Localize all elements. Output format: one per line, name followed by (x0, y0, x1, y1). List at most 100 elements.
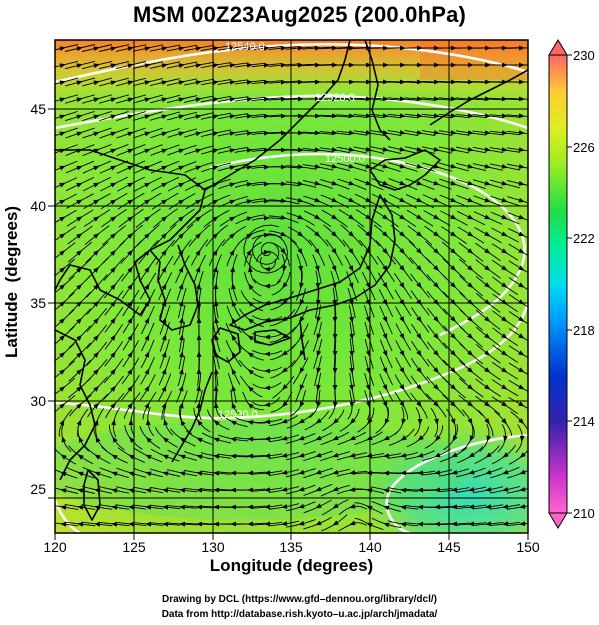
streamline-arrow (366, 435, 373, 441)
streamline-arrow (263, 130, 270, 136)
streamline-arrow (349, 452, 356, 458)
streamline-arrow (314, 248, 320, 255)
streamline-arrow (365, 384, 371, 391)
streamline-arrow (417, 521, 424, 527)
streamline-arrow (399, 62, 406, 68)
streamline-arrow (416, 248, 423, 255)
streamline-arrow (127, 63, 134, 69)
streamline-arrow (332, 486, 339, 492)
cool-region (360, 425, 528, 533)
streamline-arrow (433, 248, 440, 255)
streamline-arrow (144, 148, 151, 154)
streamline-arrow (316, 316, 321, 323)
streamline-arrow (519, 469, 526, 475)
streamline-arrow (399, 367, 405, 374)
streamline-arrow (416, 163, 423, 169)
streamline-arrow (263, 96, 270, 102)
streamline-arrow (263, 164, 270, 170)
streamline-arrow (484, 418, 490, 425)
streamline-arrow (144, 351, 150, 358)
coast-taiwan (83, 469, 101, 521)
streamline-arrow (519, 452, 526, 458)
streamline-arrow (433, 214, 440, 220)
streamline-arrow (331, 248, 337, 255)
streamline-arrow (77, 521, 84, 527)
streamline-arrow (365, 62, 372, 68)
streamline-arrow (144, 114, 151, 120)
streamline-arrow (212, 199, 219, 205)
streamline-arrow (349, 470, 356, 475)
streamline-arrow (263, 62, 270, 68)
streamline-arrow (484, 265, 491, 271)
streamline-arrow (59, 403, 66, 409)
streamline-arrow (433, 96, 440, 102)
streamline-arrow (485, 487, 492, 492)
streamline-arrow (314, 180, 321, 186)
streamline-arrow (144, 131, 151, 137)
streamline-arrow (60, 505, 67, 510)
streamline-arrow (281, 418, 288, 424)
streamline-arrow (76, 216, 83, 222)
streamline-arrow (417, 504, 424, 510)
streamline-arrow (349, 333, 354, 340)
streamline-arrow (263, 198, 270, 204)
streamline-arrow (297, 45, 304, 51)
streamline-arrow (263, 249, 270, 255)
streamline-arrow (450, 147, 457, 152)
streamline-arrow (246, 113, 253, 119)
streamline-arrow (128, 505, 135, 510)
streamline-arrow (382, 333, 388, 340)
streamline-arrow (519, 504, 526, 509)
streamline-arrow (468, 521, 475, 527)
streamline-arrow (331, 180, 338, 186)
streamline-arrow (485, 452, 492, 458)
streamline-arrow (195, 97, 202, 102)
streamline-arrow (332, 333, 338, 340)
streamline-arrow (161, 63, 168, 68)
streamline-arrow (145, 488, 152, 493)
streamline-arrow (178, 114, 185, 120)
streamline-arrow (195, 131, 202, 137)
streamline-arrow (348, 282, 354, 289)
streamline-arrow (518, 113, 525, 119)
streamline-arrow (161, 199, 168, 205)
streamline-arrow (298, 486, 305, 492)
streamline-arrow (93, 233, 100, 239)
streamline-arrow (145, 419, 151, 426)
streamline-arrow (93, 402, 100, 409)
streamline-arrow (76, 63, 83, 69)
streamline-arrow (179, 521, 186, 527)
streamline-arrow (298, 418, 305, 424)
streamline-arrow (229, 131, 236, 136)
streamline-arrow (76, 165, 83, 171)
y-tick-label: 40 (30, 198, 46, 214)
streamline-arrow (95, 436, 101, 443)
streamline-arrow (280, 248, 286, 255)
streamline-arrow (501, 62, 508, 68)
streamline-arrow (144, 63, 151, 69)
streamline-arrow (332, 452, 339, 458)
streamline-arrow (399, 180, 406, 186)
colorbar-label: 222 (573, 231, 595, 246)
streamline-arrow (280, 62, 287, 68)
streamline-arrow (484, 367, 491, 373)
streamline-arrow (400, 487, 407, 493)
streamline-arrow (382, 316, 388, 323)
streamline-arrow (213, 437, 220, 443)
streamline-arrow (450, 113, 457, 119)
streamline-arrow (161, 114, 168, 120)
streamline-arrow (110, 148, 117, 154)
streamline-arrow (195, 249, 201, 256)
streamline-arrow (264, 385, 271, 391)
credit-drawing: Drawing by DCL (https://www.gfd–dennou.o… (161, 594, 437, 605)
streamline-arrow (297, 96, 304, 102)
streamline-arrow (162, 504, 169, 510)
streamline-arrow (400, 522, 407, 527)
streamline-arrow (518, 197, 525, 203)
streamline-arrow (450, 180, 457, 186)
streamline-arrow (93, 216, 100, 222)
x-tick-label: 130 (201, 539, 225, 555)
streamline-arrow (519, 521, 526, 527)
streamline-arrow (196, 521, 203, 527)
streamline-arrow (178, 283, 184, 290)
